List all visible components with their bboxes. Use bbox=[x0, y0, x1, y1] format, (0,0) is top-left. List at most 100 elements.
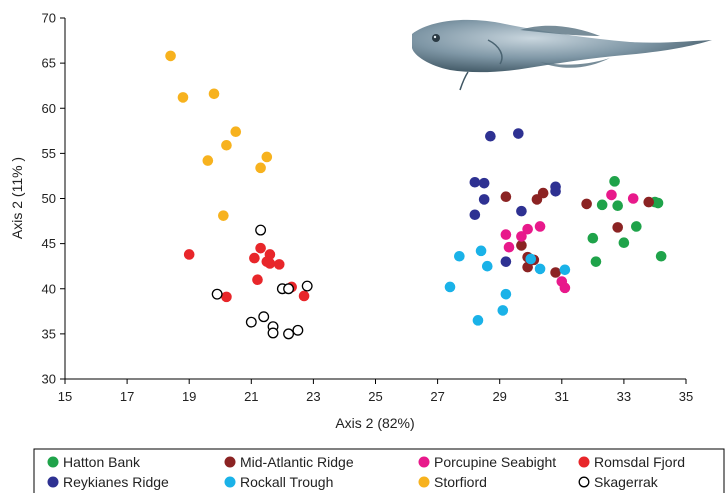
data-point-series-4 bbox=[255, 242, 266, 254]
data-point-series-3 bbox=[516, 231, 527, 242]
y-tick-label: 35 bbox=[42, 326, 56, 341]
data-point-series-2 bbox=[581, 198, 592, 210]
data-point-series-3 bbox=[503, 241, 515, 253]
data-point-series-1 bbox=[631, 221, 642, 232]
legend-label-7: Storfiord bbox=[434, 474, 487, 490]
legend-label-1: Hatton Bank bbox=[63, 454, 141, 470]
data-point-series-8 bbox=[283, 328, 295, 340]
data-point-series-8 bbox=[283, 283, 295, 295]
data-point-series-2 bbox=[516, 240, 527, 251]
data-point-series-7 bbox=[202, 155, 214, 166]
legend-marker-3 bbox=[418, 456, 430, 468]
data-point-series-3 bbox=[522, 223, 533, 235]
y-tick-label: 50 bbox=[42, 191, 56, 206]
data-point-series-1 bbox=[655, 250, 667, 262]
data-point-series-4 bbox=[273, 259, 285, 270]
legend-label-2: Mid-Atlantic Ridge bbox=[240, 454, 354, 470]
data-point-series-3 bbox=[500, 229, 512, 240]
data-point-series-3 bbox=[534, 221, 546, 232]
data-point-series-5 bbox=[550, 185, 561, 197]
data-point-series-1 bbox=[609, 176, 620, 187]
data-point-series-5 bbox=[469, 176, 481, 188]
data-point-series-5 bbox=[500, 256, 512, 267]
data-point-series-8 bbox=[267, 327, 279, 339]
y-tick-label: 70 bbox=[42, 11, 56, 26]
data-point-series-8 bbox=[292, 324, 304, 336]
data-point-series-4 bbox=[261, 256, 273, 267]
data-point-series-4 bbox=[249, 252, 260, 264]
data-point-series-7 bbox=[261, 151, 273, 163]
data-point-series-2 bbox=[500, 191, 512, 202]
legend-label-5: Reykianes Ridge bbox=[63, 474, 169, 490]
y-tick-label: 55 bbox=[42, 146, 56, 161]
x-tick-label: 27 bbox=[430, 389, 444, 404]
legend-marker-7 bbox=[418, 476, 430, 488]
data-point-series-1 bbox=[596, 199, 608, 211]
data-point-series-1 bbox=[618, 237, 630, 249]
x-tick-label: 15 bbox=[58, 389, 72, 404]
data-point-series-7 bbox=[165, 50, 176, 62]
y-ticks: 30 35 40 45 50 55 60 65 70 bbox=[42, 11, 65, 387]
x-tick-label: 17 bbox=[120, 389, 134, 404]
data-point-series-5 bbox=[516, 205, 527, 217]
legend-marker-1 bbox=[47, 456, 59, 468]
y-tick-label: 65 bbox=[42, 56, 56, 71]
x-tick-label: 25 bbox=[368, 389, 382, 404]
fish-image bbox=[412, 19, 712, 91]
legend: Hatton Bank Mid-Atlantic Ridge Porcupine S… bbox=[33, 448, 725, 493]
data-point-series-6 bbox=[525, 253, 537, 265]
data-point-series-6 bbox=[475, 245, 487, 257]
legend-marker-2 bbox=[224, 456, 236, 468]
x-tick-label: 21 bbox=[244, 389, 258, 404]
data-point-series-7 bbox=[255, 162, 266, 174]
data-point-series-8 bbox=[211, 288, 223, 300]
data-point-series-7 bbox=[177, 92, 189, 103]
data-point-series-5 bbox=[485, 130, 496, 142]
data-point-series-6 bbox=[534, 263, 546, 275]
data-point-series-7 bbox=[218, 210, 229, 221]
y-tick-label: 45 bbox=[42, 236, 56, 251]
y-axis-title: Axis 2 (11% ) bbox=[9, 157, 25, 239]
data-point-series-6 bbox=[472, 315, 484, 326]
legend-box bbox=[33, 448, 725, 493]
x-ticks: 15 17 19 21 23 25 27 29 31 33 35 bbox=[58, 379, 693, 404]
data-point-series-7 bbox=[208, 88, 220, 100]
data-point-series-8 bbox=[258, 311, 270, 323]
data-point-series-1 bbox=[587, 232, 599, 244]
data-point-series-4 bbox=[221, 291, 232, 303]
data-point-series-5 bbox=[478, 177, 490, 189]
legend-label-8: Skagerrak bbox=[594, 474, 659, 490]
data-point-series-4 bbox=[252, 274, 263, 286]
legend-marker-5 bbox=[47, 476, 59, 488]
legend-label-4: Romsdal Fjord bbox=[594, 454, 685, 470]
data-point-series-1 bbox=[590, 256, 602, 267]
data-point-series-8 bbox=[301, 280, 313, 292]
x-tick-label: 33 bbox=[617, 389, 631, 404]
x-tick-label: 35 bbox=[679, 389, 693, 404]
data-point-series-2 bbox=[643, 196, 655, 208]
data-point-series-1 bbox=[612, 200, 623, 212]
data-point-series-5 bbox=[478, 194, 490, 205]
data-point-series-2 bbox=[612, 222, 623, 233]
data-point-series-7 bbox=[230, 126, 242, 138]
x-tick-label: 29 bbox=[492, 389, 506, 404]
data-point-series-5 bbox=[469, 209, 481, 221]
data-point-series-2 bbox=[522, 261, 533, 273]
x-tick-label: 19 bbox=[182, 389, 196, 404]
data-point-series-6 bbox=[559, 264, 571, 276]
data-points bbox=[165, 50, 667, 340]
axes bbox=[64, 18, 686, 380]
data-point-series-6 bbox=[497, 305, 509, 316]
x-tick-label: 23 bbox=[306, 389, 320, 404]
x-tick-label: 31 bbox=[555, 389, 569, 404]
data-point-series-4 bbox=[183, 249, 195, 260]
data-point-series-7 bbox=[221, 139, 232, 151]
data-point-series-4 bbox=[298, 290, 310, 302]
legend-marker-4 bbox=[578, 456, 590, 468]
data-point-series-6 bbox=[444, 281, 456, 293]
legend-marker-8 bbox=[578, 476, 590, 488]
data-point-series-6 bbox=[454, 250, 465, 262]
data-point-series-8 bbox=[255, 224, 267, 236]
legend-label-6: Rockall Trough bbox=[240, 474, 333, 490]
